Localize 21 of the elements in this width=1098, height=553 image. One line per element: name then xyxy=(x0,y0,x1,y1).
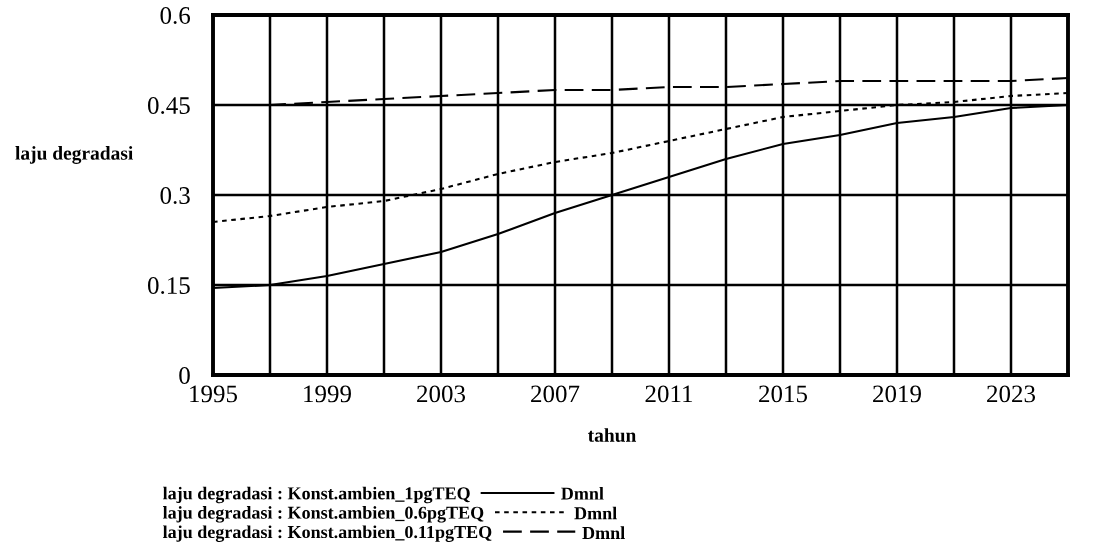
x-tick-label: 2003 xyxy=(417,385,466,403)
y-tick-label: 0.6 xyxy=(160,7,191,25)
legend-label: laju degradasi : Konst.ambien_1pgTEQ xyxy=(162,486,470,504)
y-axis-title: laju degradasi xyxy=(15,146,134,164)
x-tick-label: 2007 xyxy=(531,385,580,403)
legend-label: laju degradasi : Konst.ambien_0.6pgTEQ xyxy=(162,506,484,523)
y-tick-label: 0 xyxy=(179,367,190,384)
y-tick-label: 0.15 xyxy=(147,277,190,295)
x-tick-label: 2023 xyxy=(987,385,1036,403)
text: Dmnl xyxy=(582,526,625,539)
x-tick-label: 2015 xyxy=(759,385,808,403)
x-tick-label: 1995 xyxy=(190,385,238,403)
y-tick-label: 0.3 xyxy=(160,187,190,205)
x-tick-label: 2011 xyxy=(645,385,693,403)
y-tick-label: 0.45 xyxy=(147,97,190,115)
legend-label: laju degradasi : Konst.ambien_0.11pgTEQ xyxy=(162,525,492,542)
x-axis-title: tahun xyxy=(588,428,637,442)
text: Dmnl xyxy=(574,506,617,520)
text: Dmnl xyxy=(561,486,604,500)
x-tick-label: 2019 xyxy=(873,385,921,403)
x-tick-label: 1999 xyxy=(304,385,351,403)
